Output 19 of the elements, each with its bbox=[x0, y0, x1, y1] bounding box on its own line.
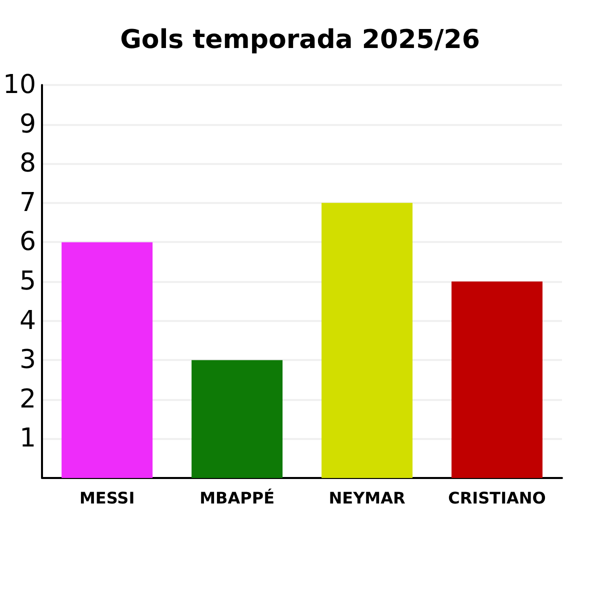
y-tick-label: 9 bbox=[20, 109, 36, 140]
x-tick-label: CRISTIANO bbox=[448, 488, 546, 508]
y-tick-label: 3 bbox=[20, 345, 36, 376]
y-tick-label: 2 bbox=[20, 384, 36, 414]
bar bbox=[62, 242, 153, 478]
y-tick-label: 8 bbox=[20, 148, 36, 179]
x-tick-label: MESSI bbox=[80, 488, 135, 508]
y-tick-label: 10 bbox=[2, 70, 36, 100]
chart-title: Gols temporada 2025/26 bbox=[120, 25, 480, 55]
y-tick-label: 5 bbox=[20, 266, 36, 296]
bar bbox=[452, 282, 543, 478]
bar bbox=[192, 360, 283, 478]
x-tick-label: MBAPPÉ bbox=[200, 488, 274, 508]
y-tick-label: 6 bbox=[20, 227, 36, 258]
y-tick-label: 1 bbox=[20, 424, 36, 454]
y-tick-label: 7 bbox=[20, 188, 36, 218]
x-tick-label: NEYMAR bbox=[328, 488, 406, 508]
y-tick-label: 4 bbox=[20, 306, 36, 336]
bar bbox=[322, 202, 413, 478]
